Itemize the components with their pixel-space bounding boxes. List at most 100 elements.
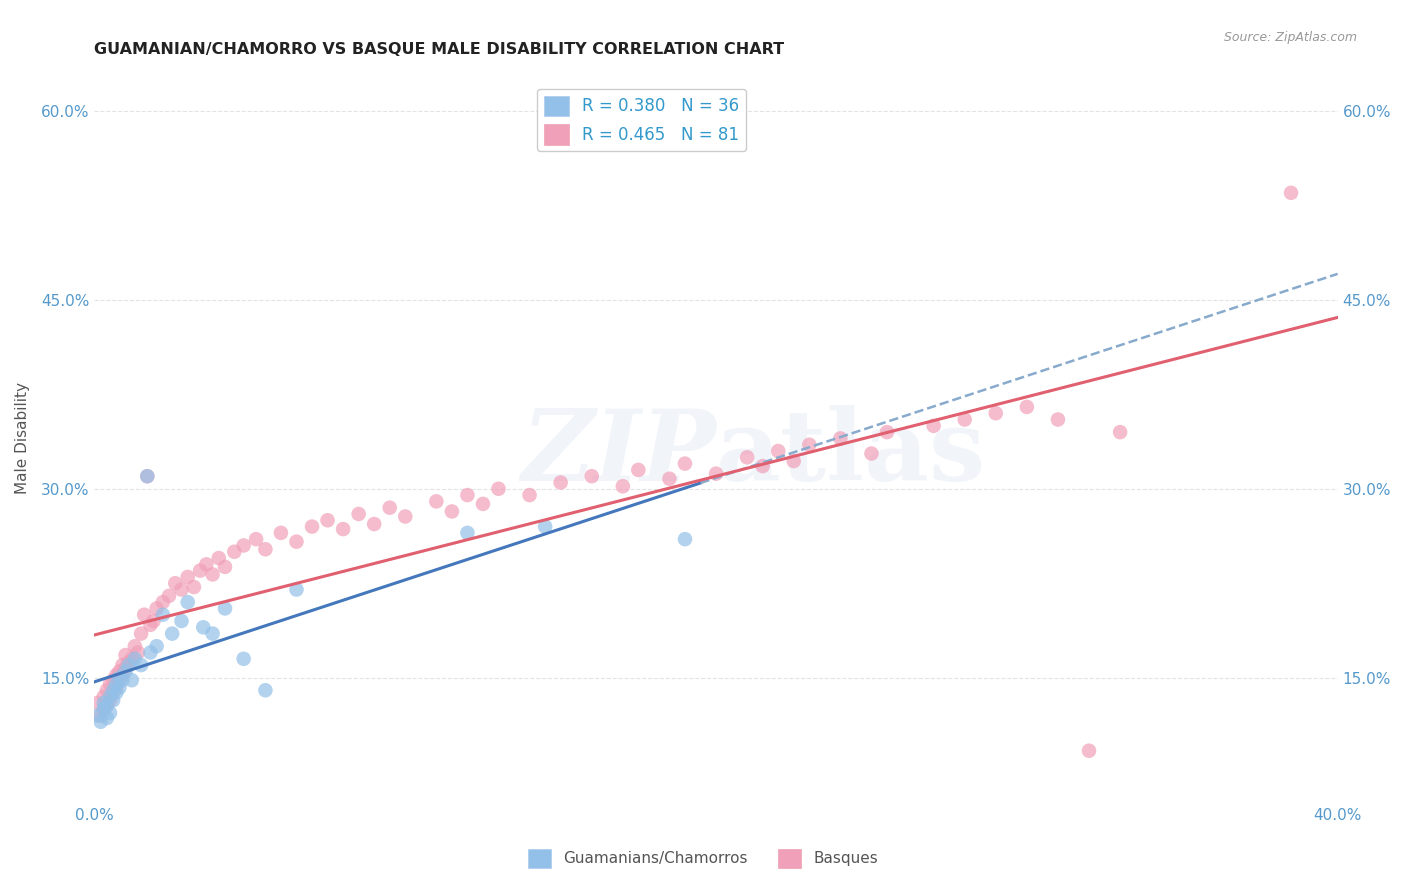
Point [953, 412, 976, 426]
Point [101, 673, 124, 688]
Text: atlas: atlas [716, 404, 986, 501]
Point [129, 626, 152, 640]
Point [766, 444, 789, 458]
Point [96, 711, 118, 725]
Point [170, 614, 193, 628]
Point [472, 497, 495, 511]
Point [108, 671, 131, 685]
Point [1046, 412, 1069, 426]
Point [783, 454, 806, 468]
Point [201, 626, 224, 640]
Point [245, 532, 267, 546]
Point [93, 690, 115, 704]
Point [114, 660, 136, 674]
Point [105, 681, 128, 695]
Point [108, 673, 131, 688]
Point [134, 607, 156, 622]
Point [139, 646, 162, 660]
Text: Source: ZipAtlas.com: Source: ZipAtlas.com [1223, 31, 1357, 45]
Point [170, 582, 193, 597]
Point [93, 696, 115, 710]
Point [735, 450, 758, 465]
Point [704, 467, 727, 481]
Point [96, 698, 118, 713]
Point [1109, 425, 1132, 439]
Point [90, 708, 112, 723]
Point [627, 463, 650, 477]
Point [254, 542, 277, 557]
Point [101, 686, 124, 700]
Point [105, 686, 128, 700]
Point [799, 438, 821, 452]
Point [984, 406, 1007, 420]
Point [1015, 400, 1038, 414]
Point [270, 525, 292, 540]
Legend: R = 0.380   N = 36, R = 0.465   N = 81: R = 0.380 N = 36, R = 0.465 N = 81 [537, 89, 745, 151]
Point [232, 652, 254, 666]
Point [394, 509, 416, 524]
Point [145, 601, 167, 615]
Point [118, 656, 141, 670]
Point [124, 639, 146, 653]
Point [214, 601, 236, 615]
Point [101, 683, 124, 698]
Point [90, 714, 112, 729]
Point [673, 457, 696, 471]
Point [139, 617, 162, 632]
Point [534, 519, 557, 533]
Point [105, 677, 128, 691]
Point [830, 431, 852, 445]
Point [214, 559, 236, 574]
Point [612, 479, 634, 493]
Point [1078, 744, 1101, 758]
Point [1279, 186, 1302, 200]
Point [519, 488, 541, 502]
Point [301, 519, 323, 533]
Point [152, 607, 174, 622]
Point [188, 564, 211, 578]
Point [193, 620, 215, 634]
Point [208, 551, 231, 566]
Point [581, 469, 603, 483]
Point [157, 589, 180, 603]
Point [108, 665, 131, 679]
Point [285, 534, 308, 549]
Point [224, 545, 246, 559]
Point [111, 673, 134, 688]
Point [152, 595, 174, 609]
Point [177, 570, 200, 584]
Point [254, 683, 277, 698]
Point [93, 702, 115, 716]
Point [124, 652, 146, 666]
Point [378, 500, 401, 515]
Point [658, 472, 681, 486]
Point [673, 532, 696, 546]
Point [488, 482, 510, 496]
Point [136, 469, 159, 483]
Point [456, 525, 478, 540]
Point [96, 683, 118, 698]
Point [129, 658, 152, 673]
Text: GUAMANIAN/CHAMORRO VS BASQUE MALE DISABILITY CORRELATION CHART: GUAMANIAN/CHAMORRO VS BASQUE MALE DISABI… [94, 42, 785, 57]
Text: ZIP: ZIP [522, 405, 716, 501]
Point [121, 652, 143, 666]
Point [86, 696, 108, 710]
Point [93, 702, 115, 716]
Point [285, 582, 308, 597]
Point [550, 475, 572, 490]
Point [86, 708, 108, 723]
Point [201, 567, 224, 582]
Point [111, 668, 134, 682]
Point [142, 614, 165, 628]
Point [98, 677, 121, 691]
Point [96, 698, 118, 713]
Point [98, 706, 121, 720]
Point [751, 459, 773, 474]
Point [118, 658, 141, 673]
Point [922, 418, 945, 433]
Point [363, 516, 385, 531]
Point [425, 494, 447, 508]
Point [456, 488, 478, 502]
Point [114, 648, 136, 662]
Point [860, 446, 883, 460]
